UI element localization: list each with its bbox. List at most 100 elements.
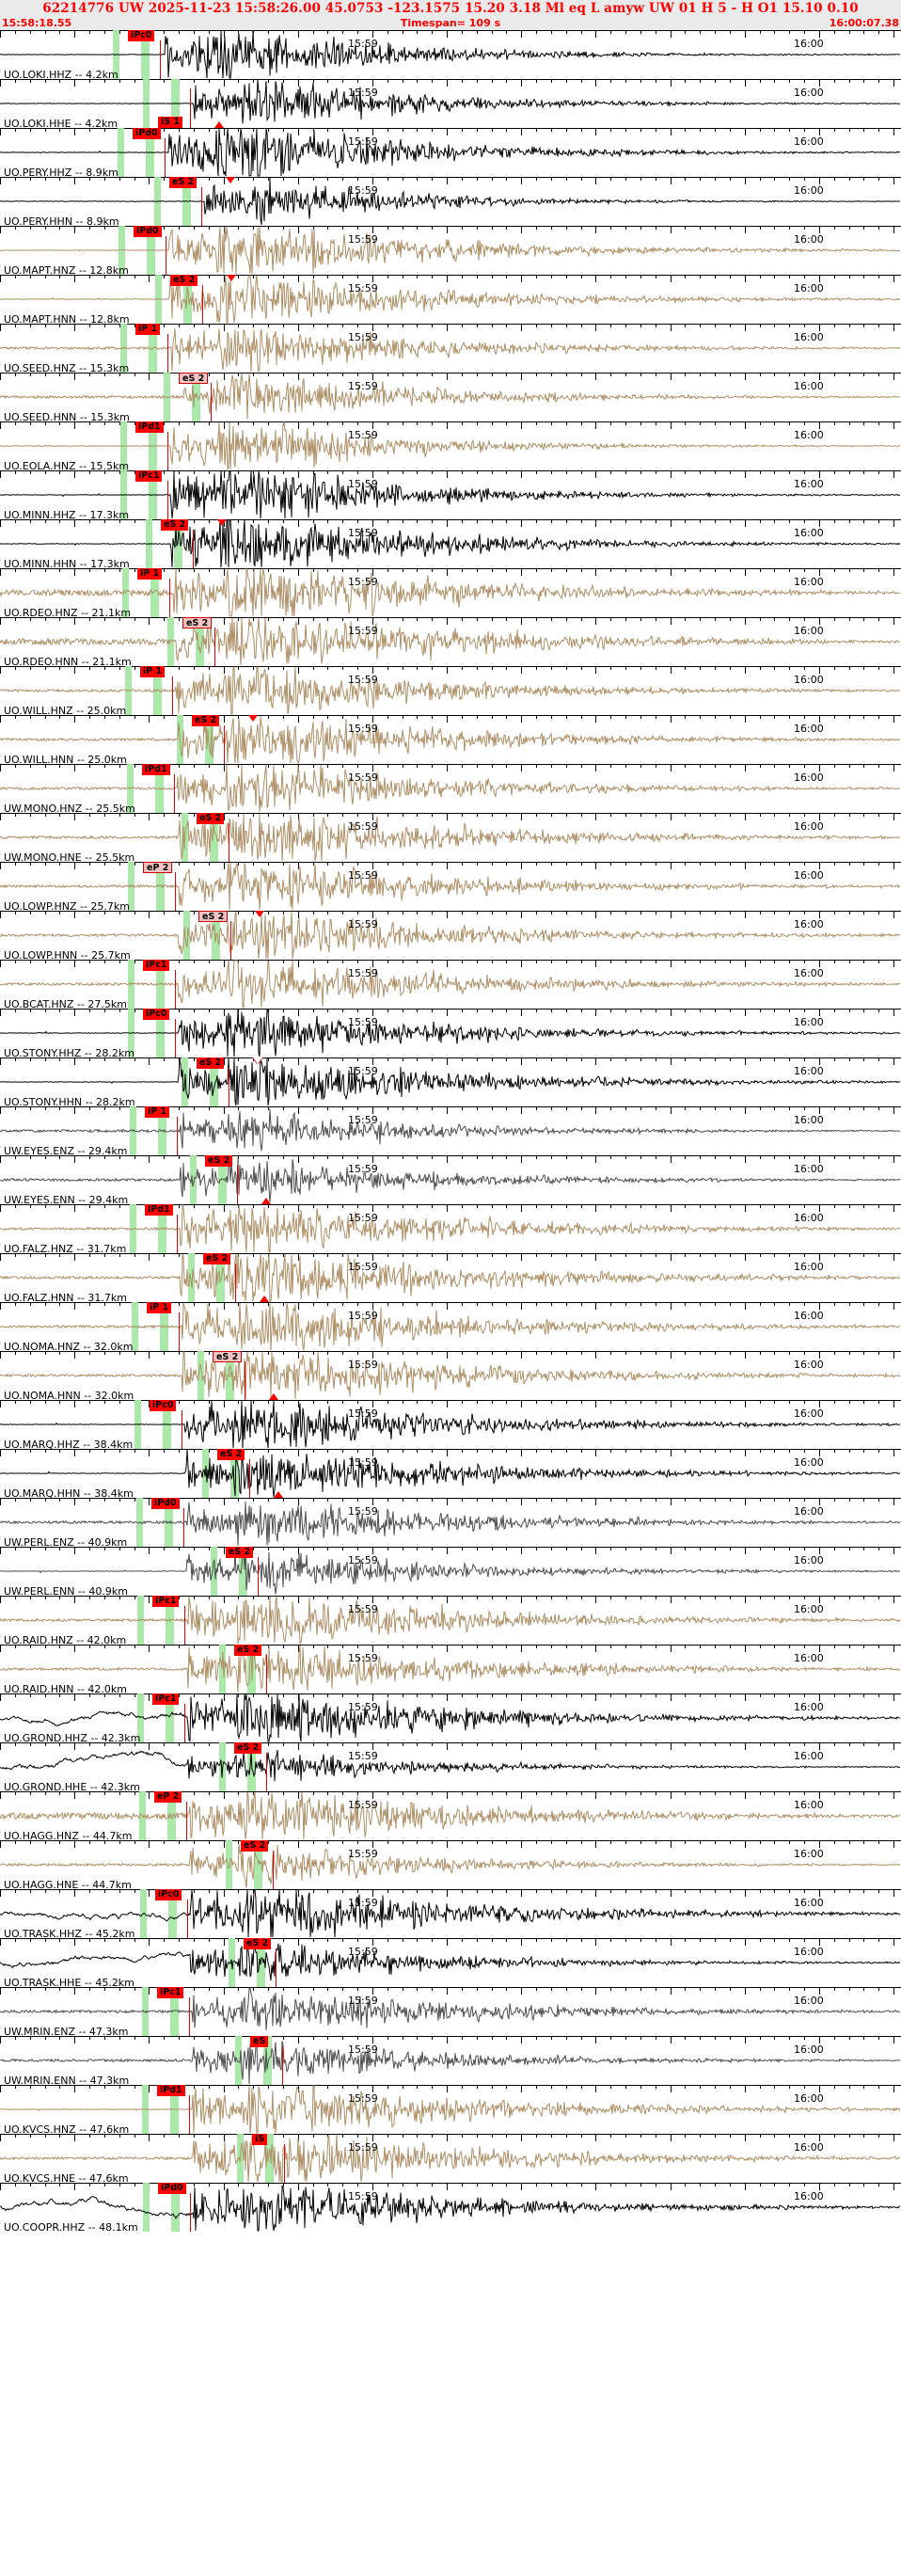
trace-row[interactable]: eS 2 15:59 16:00 UO.TRASK.HHE -- 45.2km xyxy=(0,1938,901,1987)
phase-pick-label[interactable]: iPc1 xyxy=(157,1987,184,1998)
trace-row[interactable]: eS 2 15:59 16:00 UO.LOWP.HNN -- 25.7km xyxy=(0,911,901,960)
phase-pick-label[interactable]: iPc0 xyxy=(128,30,155,41)
phase-pick[interactable]: eS 2 xyxy=(0,1057,901,1106)
trace-row[interactable]: iPd0 15:59 16:00 UO.PERY.HHZ -- 8.9km xyxy=(0,128,901,177)
phase-pick[interactable]: iP 1 xyxy=(0,568,901,617)
trace-row[interactable]: eS 2 15:59 16:00 UO.SEED.HNN -- 15.3km xyxy=(0,373,901,421)
phase-pick[interactable]: iPc1 xyxy=(0,470,901,519)
phase-pick-label[interactable]: iPd1 xyxy=(142,764,170,775)
phase-pick-label[interactable]: iPd0 xyxy=(158,2183,186,2194)
phase-pick-label[interactable]: iS 1 xyxy=(158,117,183,128)
phase-pick-label[interactable]: eS 2 xyxy=(226,1547,254,1558)
phase-pick-label[interactable]: eS 2 xyxy=(213,1351,243,1362)
trace-row[interactable]: iPd1 15:59 16:00 UW.MONO.HNZ -- 25.5km xyxy=(0,764,901,813)
trace-row[interactable]: iP 1 15:59 16:00 UO.NOMA.HNZ -- 32.0km xyxy=(0,1302,901,1351)
phase-pick-label[interactable]: iS xyxy=(252,2134,268,2145)
phase-pick-label[interactable]: iP 1 xyxy=(140,666,166,677)
trace-row[interactable]: eS 2 15:59 16:00 UO.WILL.HNN -- 25.0km xyxy=(0,715,901,764)
trace-row[interactable]: iPc1 15:59 16:00 UO.GROND.HHZ -- 42.3km xyxy=(0,1693,901,1742)
trace-row[interactable]: eP 2 15:59 16:00 UO.LOWP.HNZ -- 25.7km xyxy=(0,862,901,911)
phase-pick[interactable]: iPd1 xyxy=(0,421,901,470)
phase-pick[interactable]: iPc1 xyxy=(0,960,901,1009)
phase-pick[interactable]: eP 2 xyxy=(0,1791,901,1840)
trace-row[interactable]: iPc0 15:59 16:00 UO.LOKI.HHZ -- 4.2km xyxy=(0,30,901,79)
phase-pick-label[interactable]: eS 2 xyxy=(182,617,213,628)
phase-pick[interactable]: iS xyxy=(0,2134,901,2183)
phase-pick[interactable]: iPc1 xyxy=(0,1987,901,2036)
phase-pick-label[interactable]: eS 2 xyxy=(234,1742,262,1754)
phase-pick-label[interactable]: iPc1 xyxy=(152,1596,180,1607)
phase-pick-label[interactable]: eS 2 xyxy=(217,1449,245,1460)
phase-pick[interactable]: iPd1 xyxy=(0,1204,901,1253)
trace-row[interactable]: eP 2 15:59 16:00 UO.HAGG.HNZ -- 44.7km xyxy=(0,1791,901,1840)
phase-pick-label[interactable]: eS 2 xyxy=(192,715,220,726)
phase-pick[interactable]: iPd1 xyxy=(0,764,901,813)
phase-pick[interactable]: iPd0 xyxy=(0,2183,901,2232)
trace-row[interactable]: iS 15:59 16:00 UO.KVCS.HNE -- 47.6km xyxy=(0,2134,901,2183)
trace-row[interactable]: iPd0 15:59 16:00 UW.PERL.ENZ -- 40.9km xyxy=(0,1498,901,1547)
trace-row[interactable]: eS 2 15:59 16:00 UO.MARQ.HHN -- 38.4km xyxy=(0,1449,901,1498)
trace-row[interactable]: eS 2 15:59 16:00 UO.MINN.HHN -- 17.3km xyxy=(0,519,901,568)
phase-pick[interactable]: eS 2 xyxy=(0,1155,901,1204)
trace-row[interactable]: iPd0 15:59 16:00 UO.MAPT.HNZ -- 12.8km xyxy=(0,226,901,275)
phase-pick[interactable]: iPc0 xyxy=(0,1009,901,1057)
trace-row[interactable]: iP 1 15:59 16:00 UW.EYES.ENZ -- 29.4km xyxy=(0,1106,901,1155)
phase-pick[interactable]: iP 1 xyxy=(0,666,901,715)
phase-pick-label[interactable]: iPc0 xyxy=(143,1009,170,1020)
phase-pick[interactable]: iPd0 xyxy=(0,128,901,177)
trace-row[interactable]: iP 1 15:59 16:00 UO.RDEO.HNZ -- 21.1km xyxy=(0,568,901,617)
phase-pick-label[interactable]: eS 2 xyxy=(170,275,198,286)
phase-pick-label[interactable]: eS 2 xyxy=(198,911,229,922)
phase-pick[interactable]: eS 2 xyxy=(0,1351,901,1400)
trace-row[interactable]: iPc0 15:59 16:00 UO.STONY.HHZ -- 28.2km xyxy=(0,1009,901,1057)
phase-pick[interactable]: eS xyxy=(0,2036,901,2085)
phase-pick[interactable]: eS 2 xyxy=(0,617,901,666)
phase-pick[interactable]: iP 1 xyxy=(0,1302,901,1351)
phase-pick[interactable]: iS 1 xyxy=(0,79,901,128)
trace-row[interactable]: eS 2 15:59 16:00 UO.FALZ.HNN -- 31.7km xyxy=(0,1253,901,1302)
phase-pick-label[interactable]: iPc1 xyxy=(152,1693,180,1705)
phase-pick-label[interactable]: iPd0 xyxy=(151,1498,180,1509)
phase-pick-label[interactable]: iPd0 xyxy=(134,226,162,237)
trace-row[interactable]: iS 1 15:59 16:00 UO.LOKI.HHE -- 4.2km xyxy=(0,79,901,128)
trace-row[interactable]: iPd1 15:59 16:00 UO.KVCS.HNZ -- 47.6km xyxy=(0,2085,901,2134)
phase-pick-label[interactable]: eS 2 xyxy=(161,519,189,531)
phase-pick-label[interactable]: eS 2 xyxy=(203,1253,231,1264)
trace-row[interactable]: iPc0 15:59 16:00 UO.MARQ.HHZ -- 38.4km xyxy=(0,1400,901,1449)
trace-row[interactable]: eS 2 15:59 16:00 UO.HAGG.HNE -- 44.7km xyxy=(0,1840,901,1889)
trace-row[interactable]: eS 2 15:59 16:00 UO.RAID.HNN -- 42.0km xyxy=(0,1645,901,1693)
phase-pick[interactable]: eS 2 xyxy=(0,519,901,568)
phase-pick-label[interactable]: eS 2 xyxy=(197,1057,225,1069)
phase-pick[interactable]: eS 2 xyxy=(0,715,901,764)
phase-pick-label[interactable]: iP 1 xyxy=(135,324,161,335)
phase-pick[interactable]: iPc0 xyxy=(0,1889,901,1938)
phase-pick-label[interactable]: iP 1 xyxy=(147,1302,172,1313)
phase-pick-label[interactable]: iPc0 xyxy=(155,1889,182,1900)
trace-row[interactable]: iPc1 15:59 16:00 UO.MINN.HHZ -- 17.3km xyxy=(0,470,901,519)
phase-pick[interactable]: eS 2 xyxy=(0,813,901,862)
phase-pick[interactable]: iPc0 xyxy=(0,1400,901,1449)
trace-row[interactable]: eS 2 15:59 16:00 UW.PERL.ENN -- 40.9km xyxy=(0,1547,901,1596)
phase-pick[interactable]: eS 2 xyxy=(0,1645,901,1693)
phase-pick[interactable]: eS 2 xyxy=(0,911,901,960)
phase-pick-label[interactable]: iPd1 xyxy=(157,2085,185,2096)
trace-row[interactable]: eS 2 15:59 16:00 UO.STONY.HHN -- 28.2km xyxy=(0,1057,901,1106)
phase-pick[interactable]: iPd0 xyxy=(0,1498,901,1547)
phase-pick-label[interactable]: iPd1 xyxy=(135,421,164,433)
trace-row[interactable]: iPc1 15:59 16:00 UW.MRIN.ENZ -- 47.3km xyxy=(0,1987,901,2036)
phase-pick-label[interactable]: eS 2 xyxy=(179,373,209,384)
trace-row[interactable]: iPd0 15:59 16:00 UO.COOPR.HHZ -- 48.1km xyxy=(0,2183,901,2232)
phase-pick-label[interactable]: iP 1 xyxy=(137,568,163,580)
phase-pick[interactable]: eS 2 xyxy=(0,177,901,226)
phase-pick[interactable]: eS 2 xyxy=(0,1253,901,1302)
trace-row[interactable]: eS 15:59 16:00 UW.MRIN.ENN -- 47.3km xyxy=(0,2036,901,2085)
phase-pick-label[interactable]: eS 2 xyxy=(234,1645,262,1656)
phase-pick[interactable]: iPc1 xyxy=(0,1596,901,1645)
trace-row[interactable]: iPd1 15:59 16:00 UO.EOLA.HNZ -- 15.5km xyxy=(0,421,901,470)
trace-row[interactable]: iP 1 15:59 16:00 UO.WILL.HNZ -- 25.0km xyxy=(0,666,901,715)
trace-row[interactable]: iPc0 15:59 16:00 UO.TRASK.HHZ -- 45.2km xyxy=(0,1889,901,1938)
trace-row[interactable]: eS 2 15:59 16:00 UW.EYES.ENN -- 29.4km xyxy=(0,1155,901,1204)
phase-pick-label[interactable]: eS 2 xyxy=(197,813,225,824)
phase-pick[interactable]: iP 1 xyxy=(0,324,901,373)
phase-pick-label[interactable]: eS 2 xyxy=(205,1155,233,1167)
